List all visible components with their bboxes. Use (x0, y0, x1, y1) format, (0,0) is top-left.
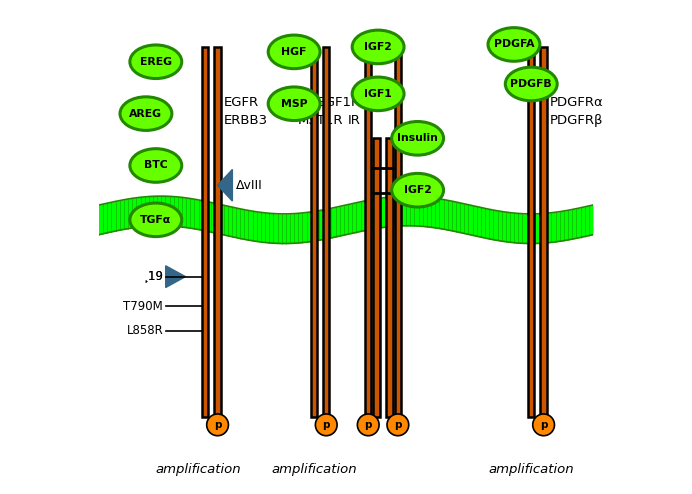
Text: AREG: AREG (129, 109, 163, 119)
Ellipse shape (488, 28, 540, 61)
Bar (202, 47, 208, 417)
Circle shape (533, 414, 554, 436)
Bar (323, 47, 329, 417)
Text: EREG: EREG (140, 57, 172, 67)
Bar (528, 47, 534, 417)
Text: p: p (365, 420, 372, 430)
Text: MSP: MSP (281, 99, 307, 109)
Text: p: p (214, 420, 221, 430)
Text: IGF1: IGF1 (364, 89, 392, 99)
Bar (374, 138, 380, 417)
Text: BTC: BTC (144, 161, 167, 170)
Ellipse shape (130, 203, 182, 237)
Text: IGF2: IGF2 (364, 42, 392, 52)
Ellipse shape (352, 77, 404, 111)
Bar (386, 138, 392, 417)
Circle shape (387, 414, 409, 436)
Text: p: p (394, 420, 401, 430)
Bar (540, 47, 547, 417)
Text: p: p (322, 420, 330, 430)
Ellipse shape (268, 87, 320, 121)
Text: PDGFB: PDGFB (511, 79, 552, 89)
Text: PDGFA: PDGFA (493, 40, 534, 49)
Text: IGF1R
IR: IGF1R IR (322, 96, 361, 126)
Ellipse shape (352, 30, 404, 64)
Ellipse shape (268, 35, 320, 69)
Text: HGF: HGF (282, 47, 307, 57)
Text: amplification: amplification (489, 463, 574, 476)
Text: amplification: amplification (271, 463, 356, 476)
Text: TGFα: TGFα (140, 215, 172, 225)
Ellipse shape (392, 173, 444, 207)
Ellipse shape (120, 97, 172, 130)
Ellipse shape (392, 122, 444, 155)
Bar (311, 47, 317, 417)
Text: EGFR
ERBB3: EGFR ERBB3 (224, 96, 268, 126)
Circle shape (357, 414, 379, 436)
Bar (365, 47, 372, 417)
Polygon shape (217, 169, 233, 201)
Text: L858R: L858R (127, 325, 163, 337)
Ellipse shape (130, 45, 182, 79)
Text: ̙19: ̙19 (148, 270, 163, 283)
Circle shape (207, 414, 228, 436)
Bar (215, 47, 221, 417)
Text: ΔvIII: ΔvIII (237, 179, 263, 192)
Text: amplification: amplification (155, 463, 241, 476)
Ellipse shape (130, 149, 182, 182)
Circle shape (316, 414, 337, 436)
Text: p: p (540, 420, 547, 430)
Text: MET
MST1R: MET MST1R (298, 96, 343, 126)
Ellipse shape (505, 67, 557, 101)
Text: PDGFRα
PDGFRβ: PDGFRα PDGFRβ (549, 96, 603, 126)
Text: Insulin: Insulin (397, 133, 438, 143)
Bar (394, 47, 401, 417)
Text: IGF2: IGF2 (403, 185, 432, 195)
Polygon shape (165, 266, 185, 288)
Text: ̙19: ̙19 (148, 270, 163, 283)
Text: T790M: T790M (123, 300, 163, 313)
